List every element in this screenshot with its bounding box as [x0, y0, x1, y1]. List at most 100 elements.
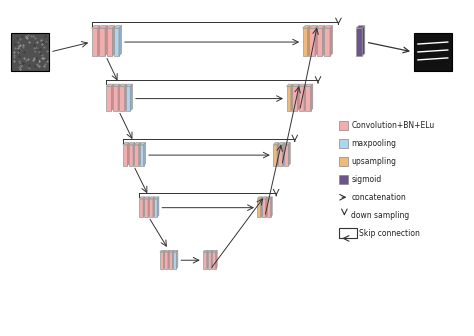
Bar [126, 86, 130, 111]
Polygon shape [144, 143, 146, 166]
Polygon shape [126, 84, 132, 86]
Bar [286, 86, 291, 111]
Polygon shape [160, 250, 165, 252]
Polygon shape [139, 143, 141, 166]
Polygon shape [277, 143, 279, 166]
Bar [299, 86, 304, 111]
Polygon shape [148, 197, 150, 217]
Bar [356, 28, 362, 56]
Bar [414, 33, 452, 71]
Polygon shape [216, 250, 217, 268]
Text: concatenation: concatenation [351, 193, 406, 202]
Polygon shape [130, 84, 132, 111]
Polygon shape [203, 250, 208, 252]
Bar [149, 199, 153, 217]
Polygon shape [261, 197, 263, 217]
Polygon shape [140, 143, 146, 144]
Bar [173, 252, 176, 268]
Polygon shape [164, 250, 169, 252]
Polygon shape [286, 84, 293, 86]
Polygon shape [133, 143, 135, 166]
Polygon shape [173, 250, 174, 268]
Polygon shape [298, 84, 300, 111]
Text: Convolution+BN+ELu: Convolution+BN+ELu [351, 121, 435, 130]
Bar [106, 86, 111, 111]
Bar [144, 199, 148, 217]
Polygon shape [106, 84, 114, 86]
Bar [154, 199, 157, 217]
Bar [302, 28, 308, 56]
Polygon shape [305, 84, 313, 86]
Polygon shape [91, 26, 100, 28]
Polygon shape [288, 143, 290, 166]
Polygon shape [169, 250, 174, 252]
Bar [309, 28, 315, 56]
Polygon shape [119, 84, 127, 86]
Polygon shape [291, 84, 293, 111]
Polygon shape [111, 84, 114, 111]
Bar [339, 139, 348, 148]
Text: down sampling: down sampling [351, 211, 410, 220]
Polygon shape [105, 26, 108, 56]
Bar [203, 252, 207, 268]
Bar [164, 252, 168, 268]
Bar [273, 144, 277, 166]
Polygon shape [292, 84, 300, 86]
Polygon shape [125, 84, 127, 111]
Polygon shape [149, 197, 155, 199]
Polygon shape [299, 84, 306, 86]
Bar [292, 86, 298, 111]
Polygon shape [164, 250, 165, 268]
Bar [119, 86, 125, 111]
Polygon shape [273, 143, 279, 144]
Bar [134, 144, 139, 166]
Bar [11, 33, 49, 71]
Bar [339, 121, 348, 130]
Bar [339, 228, 357, 239]
Polygon shape [317, 26, 325, 28]
Polygon shape [123, 143, 129, 144]
Polygon shape [134, 143, 141, 144]
Polygon shape [208, 250, 213, 252]
Polygon shape [128, 143, 135, 144]
Bar [99, 28, 105, 56]
Bar [128, 144, 133, 166]
Bar [284, 144, 288, 166]
Bar [262, 199, 265, 217]
Bar [114, 28, 119, 56]
Bar [212, 252, 216, 268]
Polygon shape [207, 250, 208, 268]
Polygon shape [322, 26, 325, 56]
Bar [339, 157, 348, 166]
Bar [139, 199, 143, 217]
Polygon shape [271, 197, 272, 217]
Text: upsampling: upsampling [351, 157, 396, 166]
Bar [169, 252, 173, 268]
Polygon shape [173, 250, 178, 252]
Bar [208, 252, 211, 268]
Polygon shape [265, 197, 267, 217]
Polygon shape [119, 26, 121, 56]
Bar [160, 252, 164, 268]
Polygon shape [362, 26, 365, 56]
Bar [317, 28, 322, 56]
Bar [91, 28, 98, 56]
Bar [339, 175, 348, 184]
Polygon shape [283, 143, 284, 166]
Polygon shape [118, 84, 120, 111]
Polygon shape [139, 197, 145, 199]
Polygon shape [153, 197, 155, 217]
Bar [305, 86, 310, 111]
Polygon shape [330, 26, 332, 56]
Bar [267, 199, 271, 217]
Polygon shape [257, 197, 263, 199]
Bar [278, 144, 283, 166]
Polygon shape [267, 197, 272, 199]
Polygon shape [114, 26, 121, 28]
Polygon shape [113, 84, 120, 86]
Polygon shape [128, 143, 129, 166]
Polygon shape [144, 197, 150, 199]
Text: Skip connection: Skip connection [359, 229, 420, 238]
Text: maxpooling: maxpooling [351, 139, 396, 148]
Polygon shape [324, 26, 332, 28]
